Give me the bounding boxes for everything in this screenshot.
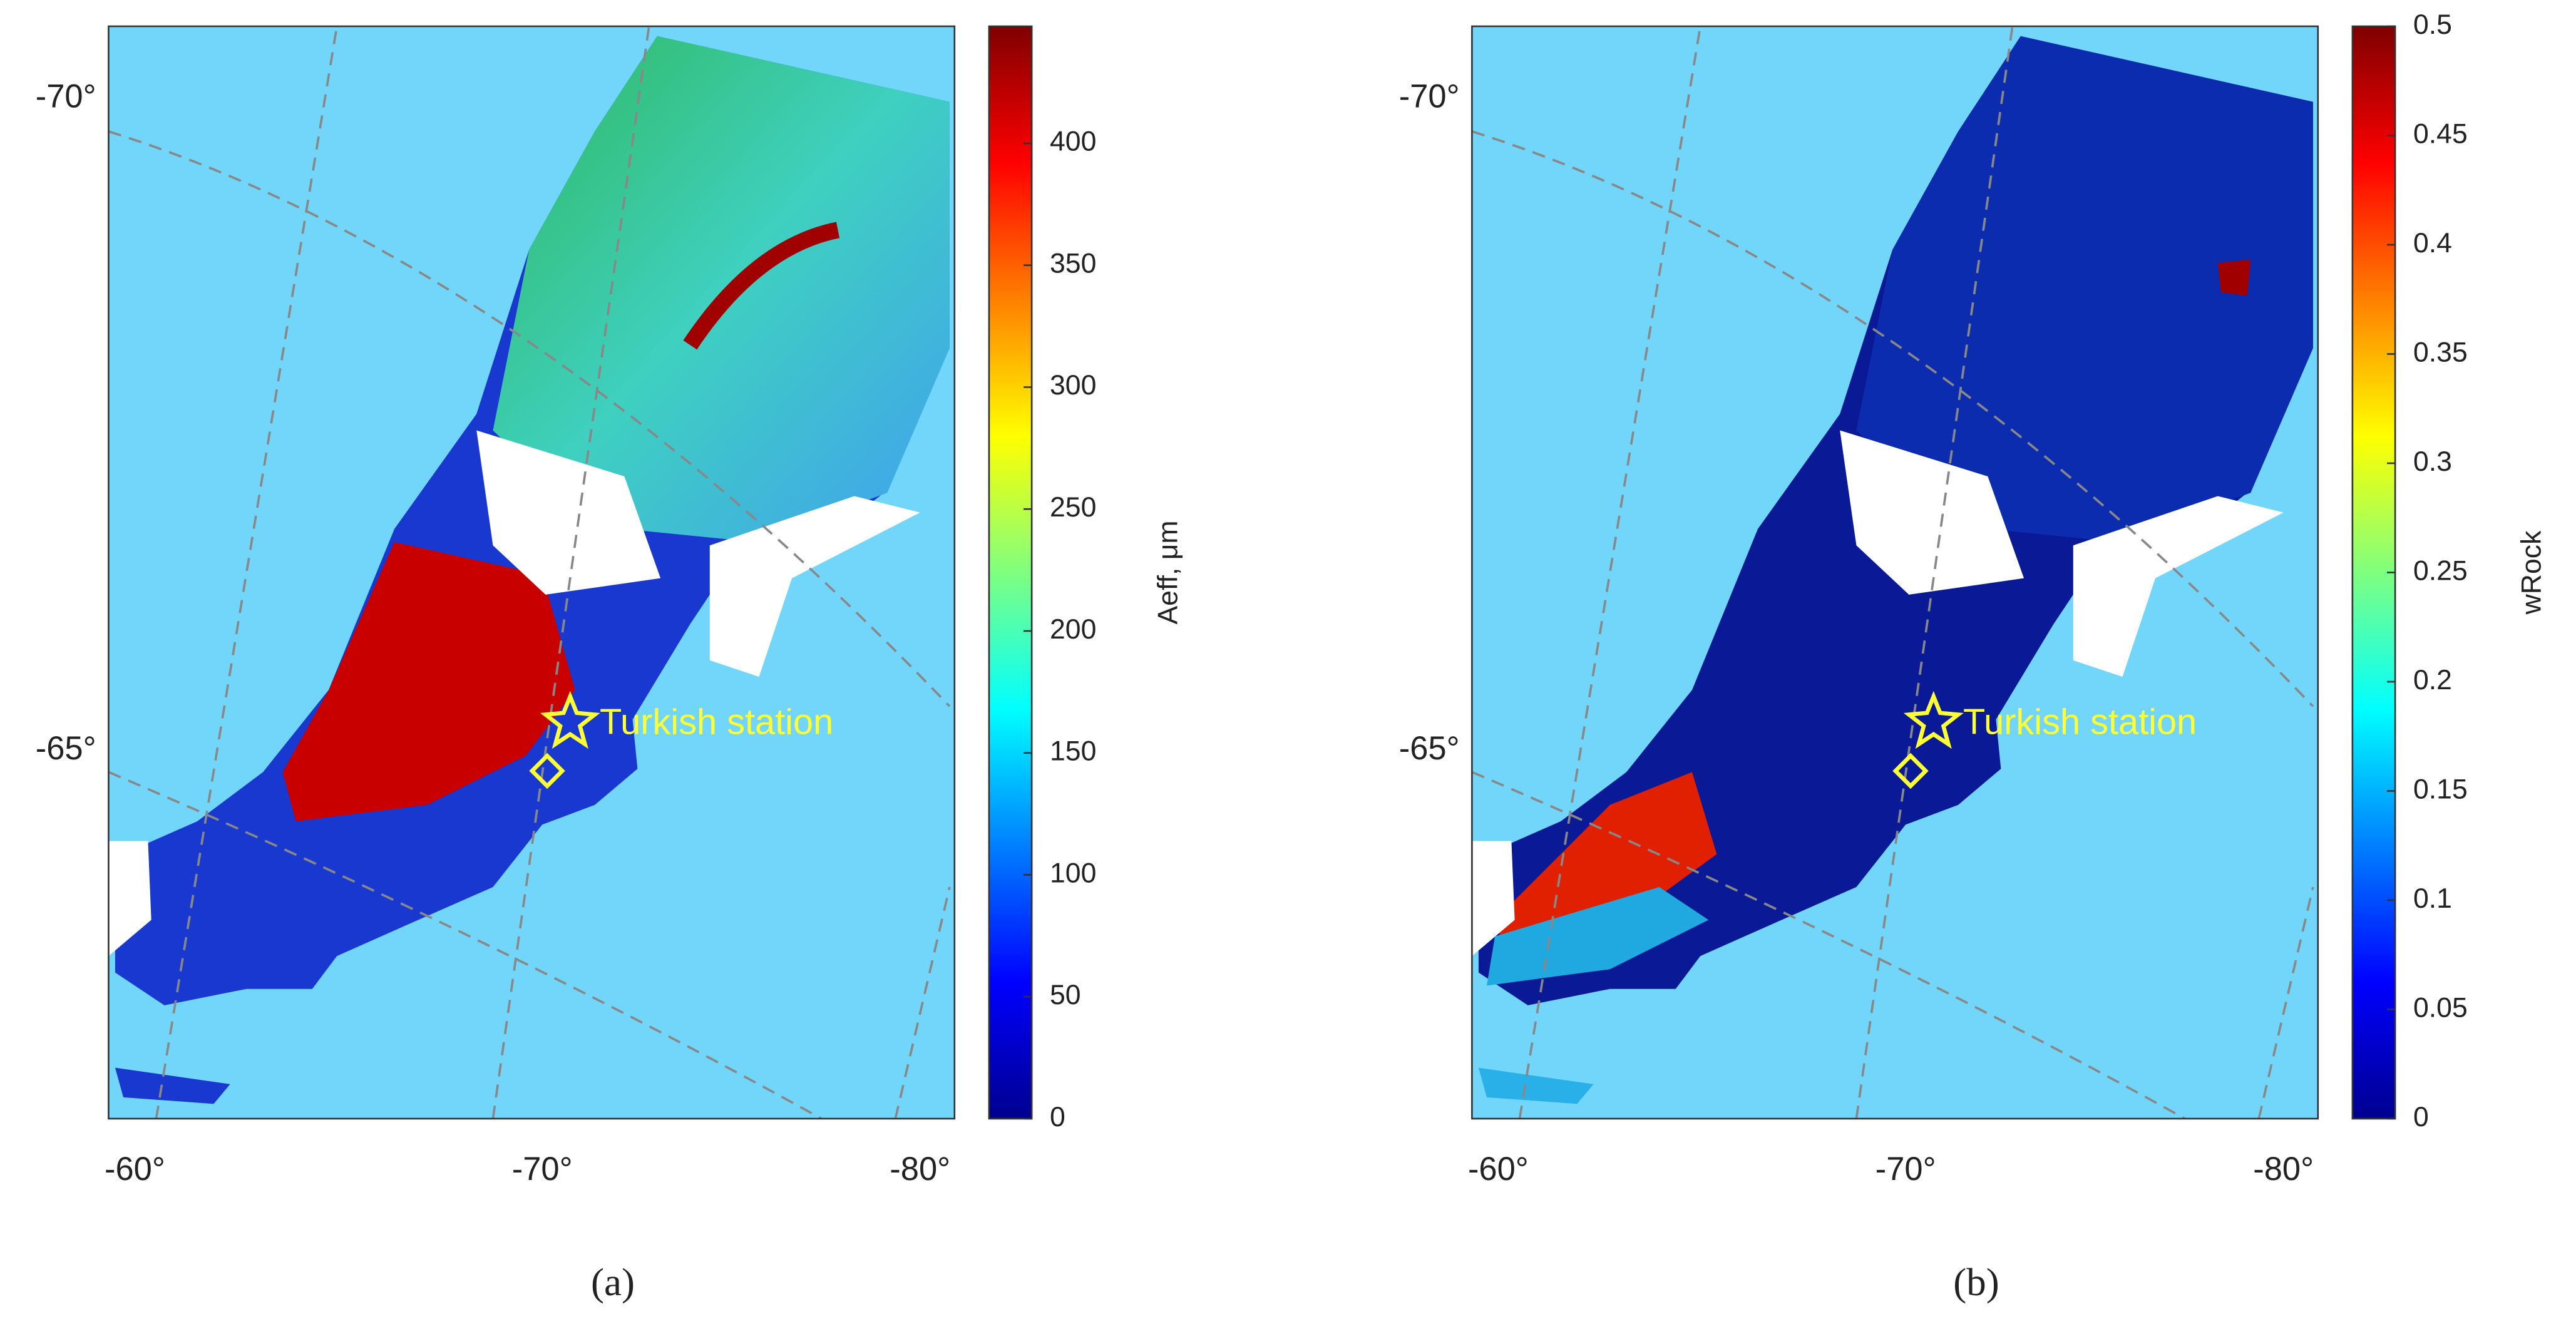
longitude-label: -80° — [2253, 1151, 2314, 1188]
colorbar-tick-label: 300 — [1050, 370, 1096, 401]
colorbar-tick-label: 50 — [1050, 980, 1081, 1010]
latitude-label: -70° — [36, 78, 96, 115]
longitude-label: -70° — [512, 1151, 573, 1188]
longitude-label: -80° — [890, 1151, 950, 1188]
map-frame — [108, 25, 956, 1120]
panel-caption: (b) — [1953, 1260, 1999, 1304]
longitude-label: -70° — [1876, 1151, 1936, 1188]
colorbar-tick-label: 0.1 — [2413, 883, 2452, 914]
longitude-label: -60° — [1468, 1151, 1529, 1188]
colorbar-tick-label: 0.45 — [2413, 118, 2468, 149]
colorbar-tick-label: 250 — [1050, 492, 1096, 523]
colorbar-label: Aeff, μm — [1152, 520, 1183, 624]
colorbar-tick-label: 0.3 — [2413, 446, 2452, 477]
colorbar — [988, 25, 1033, 1120]
colorbar-tick-label: 0 — [2413, 1102, 2429, 1132]
colorbar-tick-label: 100 — [1050, 858, 1096, 888]
annotation: Turkish station — [600, 702, 833, 742]
colorbar-tick-label: 400 — [1050, 126, 1096, 157]
panel-caption: (a) — [591, 1260, 635, 1304]
colorbar-tick-label: 0.35 — [2413, 337, 2468, 367]
latitude-label: -65° — [1399, 730, 1460, 767]
colorbar-tick-label: 0.05 — [2413, 992, 2468, 1023]
colorbar-tick-label: 350 — [1050, 248, 1096, 279]
longitude-label: -60° — [105, 1151, 165, 1188]
colorbar-label: wRock — [2516, 530, 2547, 615]
colorbar-tick-label: 0.2 — [2413, 665, 2452, 695]
colorbar-tick-label: 0.15 — [2413, 774, 2468, 804]
map-frame — [1471, 25, 2319, 1120]
map-a — [108, 26, 955, 1119]
colorbar-tick-label: 150 — [1050, 736, 1096, 767]
colorbar-tick-label: 0 — [1050, 1102, 1065, 1132]
colorbar-tick-label: 0.25 — [2413, 555, 2468, 586]
colorbar-tick-label: 200 — [1050, 614, 1096, 645]
colorbar-tick-label: 0.4 — [2413, 228, 2452, 259]
latitude-label: -70° — [1399, 78, 1460, 115]
annotation: Turkish station — [1963, 702, 2197, 742]
colorbar-tick-label: 0.5 — [2413, 9, 2452, 40]
map-b — [1471, 25, 2319, 1120]
latitude-label: -65° — [36, 730, 96, 767]
